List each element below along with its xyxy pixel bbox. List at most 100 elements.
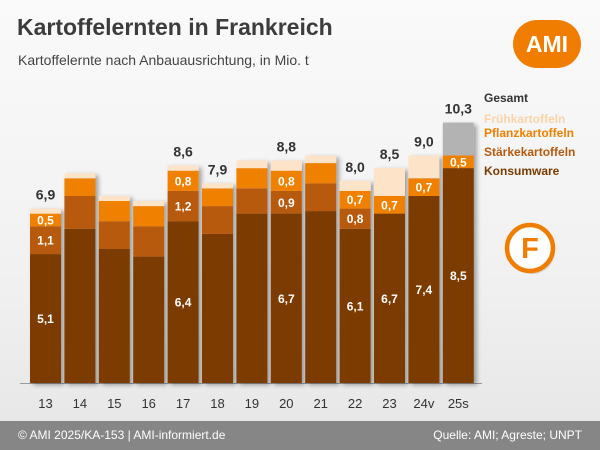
bar-segment-frühkartoffeln-16 — [133, 201, 165, 207]
bar-segment-pflanzkartoffeln-14 — [64, 178, 96, 196]
value-label: 8,5 — [450, 269, 467, 283]
bar-segment-frühkartoffeln-13 — [30, 208, 61, 214]
bar-segment-frühkartoffeln-21 — [305, 155, 337, 164]
bar-segment-pflanzkartoffeln-17 — [167, 170, 199, 191]
stacked-bar-chart: 5,1 1,1 0,5 6,9 13 14 15 16 6,4 1,2 0,8 8,6 17 7,9 18 1… — [20, 91, 575, 411]
bar-group-20 — [270, 160, 302, 383]
bar-group-24v — [408, 155, 440, 383]
value-label: 6,7 — [278, 292, 295, 306]
value-label: 1,2 — [175, 200, 192, 214]
bar-segment-pflanzkartoffeln-15 — [98, 201, 130, 222]
category-label: 23 — [382, 396, 396, 411]
bar-group-15 — [98, 195, 130, 383]
bar-segment-pflanzkartoffeln-13 — [30, 213, 61, 227]
country-badge — [504, 222, 556, 274]
bar-segment-konsumware-15 — [98, 249, 130, 383]
category-label: 20 — [279, 396, 293, 411]
category-label: 25s — [448, 396, 469, 411]
bar-segment-pflanzkartoffeln-18 — [202, 188, 233, 207]
total-label: 7,9 — [208, 161, 228, 177]
total-label: 6,9 — [36, 187, 56, 203]
bar-segment-stärkekartoffeln-13 — [30, 226, 61, 255]
legend-label: Frühkartoffeln — [484, 112, 565, 126]
bar-group-13 — [30, 208, 61, 383]
bar-segment-pflanzkartoffeln-24v — [408, 178, 440, 196]
value-label: 0,5 — [450, 155, 467, 169]
total-label: 8,8 — [277, 139, 297, 155]
bar-segment-stärkekartoffeln-17 — [167, 190, 199, 222]
bar-segment-konsumware-14 — [64, 228, 96, 383]
bar-segment-stärkekartoffeln-15 — [98, 221, 130, 249]
category-label: 18 — [210, 396, 224, 411]
bar-segment-frühkartoffeln-23 — [374, 168, 405, 196]
bar-segment-konsumware-24v — [408, 195, 440, 383]
category-label: 21 — [313, 396, 327, 411]
bar-segment-konsumware-19 — [236, 213, 268, 383]
total-label: 9,0 — [414, 134, 434, 150]
bar-segment-gesamt-25s — [442, 122, 474, 156]
bar-segment-pflanzkartoffeln-16 — [133, 206, 165, 227]
bar-segment-stärkekartoffeln-22 — [339, 208, 371, 229]
bar-segment-konsumware-23 — [374, 213, 405, 383]
category-label: 16 — [141, 396, 155, 411]
bar-segment-konsumware-17 — [167, 221, 199, 383]
value-label: 6,1 — [347, 299, 364, 313]
bar-segment-stärkekartoffeln-20 — [270, 190, 302, 214]
value-label: 0,7 — [416, 181, 433, 195]
bar-segment-konsumware-18 — [202, 233, 233, 383]
bar-segment-frühkartoffeln-14 — [64, 173, 96, 179]
page-subtitle: Kartoffelernte nach Anbauausrichtung, in… — [18, 52, 309, 68]
value-label: 0,9 — [278, 196, 295, 210]
category-label: 22 — [348, 396, 362, 411]
legend-label: Gesamt — [484, 91, 528, 105]
value-label: 7,4 — [416, 283, 433, 297]
bar-group-19 — [236, 160, 268, 383]
ami-logo: AMI — [513, 20, 581, 68]
legend-label: Konsumware — [484, 164, 560, 178]
bar-group-17 — [167, 165, 199, 383]
legend-label: Stärkekartoffeln — [484, 145, 575, 159]
category-label: 14 — [73, 396, 87, 411]
bar-segment-frühkartoffeln-22 — [339, 180, 371, 191]
category-label: 13 — [38, 396, 52, 411]
bar-group-16 — [133, 201, 165, 383]
value-label: 0,5 — [37, 213, 54, 227]
total-label: 10,3 — [445, 101, 472, 117]
bar-segment-pflanzkartoffeln-21 — [305, 163, 337, 184]
category-label: 15 — [107, 396, 121, 411]
bar-segment-pflanzkartoffeln-19 — [236, 168, 268, 189]
bar-segment-stärkekartoffeln-21 — [305, 183, 337, 212]
bar-segment-pflanzkartoffeln-25s — [442, 155, 474, 169]
value-label: 5,1 — [37, 312, 54, 326]
bar-segment-pflanzkartoffeln-23 — [374, 195, 405, 214]
total-label: 8,0 — [345, 159, 365, 175]
bar-segment-frühkartoffeln-20 — [270, 160, 302, 171]
bar-segment-frühkartoffeln-17 — [167, 165, 199, 171]
category-label: 24v — [413, 396, 434, 411]
bar-group-25s — [442, 122, 474, 383]
bar-segment-konsumware-21 — [305, 211, 337, 383]
category-label: 17 — [176, 396, 190, 411]
value-label: 0,8 — [347, 212, 364, 226]
country-badge-letter: F — [521, 233, 539, 265]
bar-group-14 — [64, 173, 96, 383]
bar-segment-stärkekartoffeln-18 — [202, 206, 233, 234]
total-label: 8,5 — [380, 146, 400, 162]
bar-group-23 — [374, 168, 405, 383]
value-label: 0,7 — [381, 198, 398, 212]
category-label: 19 — [245, 396, 259, 411]
bar-segment-frühkartoffeln-15 — [98, 195, 130, 201]
bar-group-18 — [202, 183, 233, 383]
bar-segment-konsumware-13 — [30, 254, 61, 383]
bar-segment-konsumware-20 — [270, 213, 302, 383]
footer-source: Quelle: AMI; Agreste; UNPT — [433, 428, 582, 442]
value-label: 1,1 — [37, 234, 54, 248]
bar-segment-frühkartoffeln-24v — [408, 155, 440, 179]
bar-segment-frühkartoffeln-18 — [202, 183, 233, 189]
bar-segment-stärkekartoffeln-19 — [236, 188, 268, 214]
bar-segment-konsumware-22 — [339, 228, 371, 383]
bar-segment-konsumware-16 — [133, 256, 165, 383]
bar-segment-stärkekartoffeln-16 — [133, 226, 165, 257]
footer-bar: © AMI 2025/KA-153 | AMI-informiert.de Qu… — [0, 421, 600, 450]
